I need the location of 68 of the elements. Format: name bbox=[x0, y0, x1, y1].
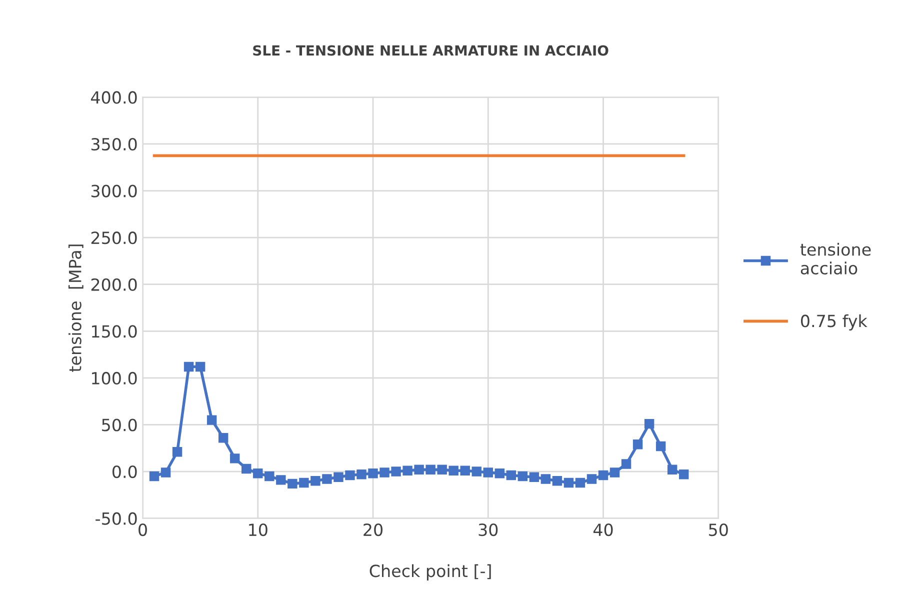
point bbox=[242, 464, 252, 474]
point bbox=[276, 475, 286, 485]
y-tick-label: 300.0 bbox=[91, 184, 137, 198]
point bbox=[184, 362, 194, 372]
point bbox=[230, 454, 240, 464]
point bbox=[160, 468, 171, 478]
point bbox=[195, 362, 206, 372]
x-tick-label: 0 bbox=[138, 523, 147, 536]
point bbox=[149, 471, 160, 482]
point bbox=[356, 469, 366, 480]
point bbox=[632, 440, 643, 450]
x-tick-label: 20 bbox=[364, 523, 382, 536]
point bbox=[483, 468, 493, 478]
point bbox=[564, 478, 574, 488]
point bbox=[460, 466, 470, 476]
point bbox=[552, 476, 562, 486]
point bbox=[264, 471, 274, 482]
point bbox=[598, 470, 608, 480]
point bbox=[380, 468, 390, 478]
point bbox=[172, 447, 182, 457]
point bbox=[426, 464, 436, 475]
point bbox=[288, 478, 298, 489]
point bbox=[494, 468, 505, 478]
y-tick-label: 50.0 bbox=[102, 418, 137, 432]
y-tick-label: 350.0 bbox=[91, 138, 137, 151]
point bbox=[206, 415, 217, 425]
point bbox=[667, 464, 678, 475]
point bbox=[529, 472, 540, 482]
point bbox=[414, 464, 424, 475]
y-axis-title: tensione [MPa] bbox=[68, 244, 84, 372]
point bbox=[610, 468, 620, 478]
point bbox=[218, 432, 228, 443]
x-tick-label: 50 bbox=[709, 523, 728, 536]
point bbox=[506, 470, 516, 480]
chart-title: SLE - TENSIONE NELLE ARMATURE IN ACCIAIO bbox=[253, 45, 608, 56]
y-tick-label: 200.0 bbox=[91, 278, 137, 291]
x-tick-label: 40 bbox=[593, 523, 613, 536]
y-tick-label: -50.0 bbox=[96, 512, 137, 525]
point bbox=[437, 464, 447, 475]
point bbox=[448, 466, 458, 476]
point bbox=[540, 474, 551, 484]
y-tick-label: 0.0 bbox=[112, 465, 137, 478]
point bbox=[678, 469, 689, 480]
x-axis-title: Check point [-] bbox=[370, 564, 491, 580]
point bbox=[575, 478, 586, 488]
point bbox=[621, 459, 632, 469]
x-tick-label: 30 bbox=[478, 523, 498, 536]
legend-label: tensione acciaio bbox=[800, 242, 871, 274]
point bbox=[586, 474, 597, 484]
point bbox=[518, 471, 528, 482]
point bbox=[391, 466, 401, 476]
point bbox=[402, 466, 412, 476]
point bbox=[472, 466, 482, 476]
x-tick-label: 10 bbox=[249, 523, 268, 536]
point bbox=[334, 472, 344, 482]
y-tick-label: 250.0 bbox=[91, 232, 137, 244]
legend-label: 0.75 fyk bbox=[800, 314, 868, 330]
point bbox=[368, 468, 378, 478]
point bbox=[299, 478, 309, 488]
y-tick-label: 150.0 bbox=[92, 325, 137, 338]
point bbox=[656, 441, 666, 452]
point bbox=[310, 476, 320, 486]
point bbox=[322, 474, 332, 484]
point bbox=[345, 470, 355, 480]
point bbox=[253, 468, 263, 478]
y-tick-label: 100.0 bbox=[92, 372, 137, 385]
y-tick-label: 400.0 bbox=[90, 91, 137, 104]
point bbox=[644, 418, 654, 429]
